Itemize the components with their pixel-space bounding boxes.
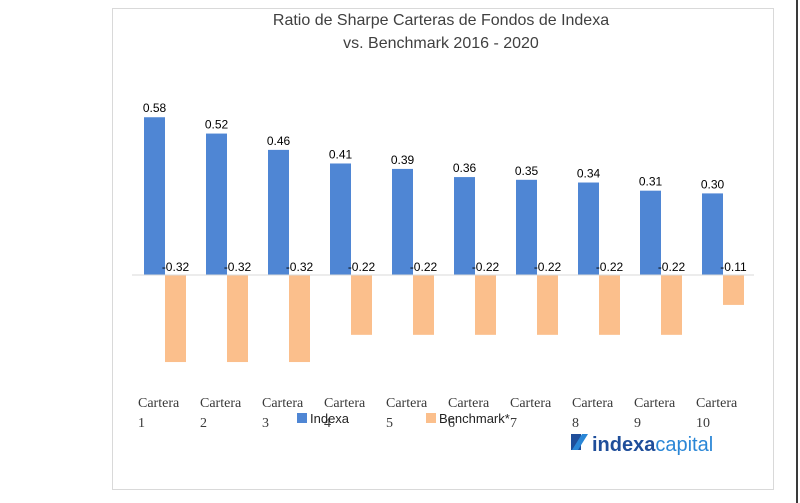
bar-benchmark-10 [723,275,744,305]
data-label-benchmark-3: -0.32 [286,260,314,274]
category-label-5: Cartera 5 [386,396,428,431]
data-label-indexa-10: 0.30 [701,177,725,191]
plot-area: 0.58 -0.32 0.52 -0.32 0.46 -0.32 0.41 -0.22 0.39… [132,101,754,363]
legend-swatch-benchmark [426,413,436,423]
bar-indexa-1 [144,117,165,276]
bar-benchmark-8 [599,275,620,335]
legend-swatch-indexa [297,413,307,423]
data-label-indexa-6: 0.36 [453,161,477,175]
data-label-benchmark-6: -0.22 [472,260,500,274]
chart-title-line-1: Ratio de Sharpe Carteras de Fondos de In… [273,12,609,29]
data-label-indexa-3: 0.46 [267,134,291,148]
category-label-4: Cartera 4 [324,396,366,431]
data-label-benchmark-10: -0.11 [720,260,747,274]
data-label-benchmark-9: -0.22 [658,260,686,274]
bar-benchmark-2 [227,275,248,363]
chart-title: Ratio de Sharpe Carteras de Fondos de In… [273,12,609,52]
bar-indexa-9 [640,190,661,275]
bar-benchmark-7 [537,275,558,335]
data-label-indexa-5: 0.39 [391,153,415,167]
window-edge [796,0,798,503]
data-label-benchmark-2: -0.32 [224,260,252,274]
data-label-indexa-7: 0.35 [515,164,539,178]
bar-indexa-3 [268,149,289,275]
legend-label-benchmark: Benchmark* [439,411,510,426]
category-label-8: Cartera 8 [572,396,614,431]
legend: Indexa Benchmark* [297,411,510,426]
bar-benchmark-6 [475,275,496,335]
bar-indexa-10 [702,193,723,275]
category-label-3: Cartera 3 [262,396,304,431]
data-label-benchmark-1: -0.32 [162,260,190,274]
logo-text: indexacapital [592,434,713,456]
indexa-logo-icon [571,434,588,450]
data-label-benchmark-8: -0.22 [596,260,624,274]
category-label-9: Cartera 9 [634,396,676,431]
bar-indexa-4 [330,163,351,275]
bar-indexa-5 [392,168,413,275]
bar-indexa-6 [454,177,475,275]
bar-benchmark-3 [289,275,310,363]
category-axis-labels: Cartera 1 Cartera 2 Cartera 3 Cartera 4 Cartera 5… [138,396,738,431]
data-label-benchmark-7: -0.22 [534,260,562,274]
bar-benchmark-9 [661,275,682,335]
data-label-indexa-4: 0.41 [329,147,353,161]
data-label-indexa-8: 0.34 [577,167,601,181]
bar-benchmark-5 [413,275,434,335]
data-label-benchmark-4: -0.22 [348,260,376,274]
data-label-indexa-9: 0.31 [639,175,663,189]
bar-indexa-2 [206,133,227,275]
legend-label-indexa: Indexa [310,411,350,426]
category-label-2: Cartera 2 [200,396,242,431]
bar-benchmark-1 [165,275,186,363]
indexa-capital-logo: indexacapital [571,434,713,456]
category-label-7: Cartera 7 [510,396,552,431]
bar-indexa-7 [516,179,537,275]
bar-indexa-8 [578,182,599,275]
category-label-6: Cartera 6 [448,396,490,431]
category-label-10: Cartera 10 [696,396,738,431]
chart-title-line-2: vs. Benchmark 2016 - 2020 [343,35,539,52]
data-label-benchmark-5: -0.22 [410,260,438,274]
bar-benchmark-4 [351,275,372,335]
data-label-indexa-2: 0.52 [205,118,229,132]
category-label-1: Cartera 1 [138,396,180,431]
data-label-indexa-1: 0.58 [143,101,167,115]
